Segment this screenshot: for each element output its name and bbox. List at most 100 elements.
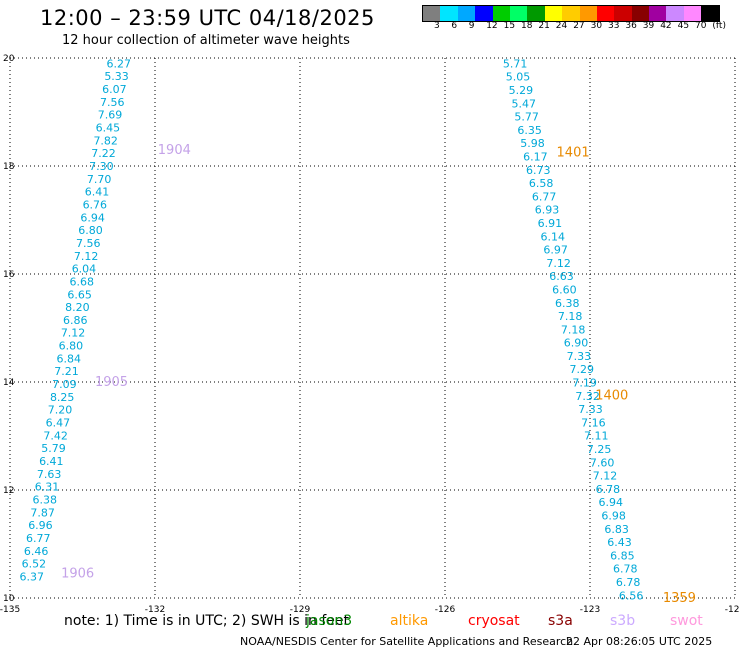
pass-time-label: 1905 — [95, 375, 128, 390]
x-tick-label: -129 — [290, 605, 311, 615]
altimeter-tracks: 6.275.336.077.567.696.457.827.227.307.70… — [20, 57, 644, 602]
wave-height-value: 6.45 — [96, 122, 121, 135]
wave-height-value: 7.12 — [61, 327, 86, 340]
wave-height-value: 6.76 — [83, 198, 108, 211]
colorbar-label: 27 — [573, 21, 585, 31]
wave-height-value: 7.22 — [91, 147, 116, 160]
pass-time-label: 1906 — [61, 567, 94, 582]
y-tick-label: 18 — [3, 162, 15, 172]
wave-height-value: 6.52 — [22, 558, 47, 571]
wave-height-value: 6.14 — [541, 230, 566, 243]
colorbar-swatch — [423, 6, 441, 21]
colorbar-swatch — [492, 6, 510, 21]
x-tick-label: -126 — [435, 605, 456, 615]
x-tick-label: -120 — [725, 605, 740, 615]
satellite-legend-jason3: jason3 — [306, 613, 353, 629]
colorbar-label: 45 — [677, 21, 690, 31]
wave-height-value: 7.12 — [74, 250, 99, 263]
wave-height-value: 6.80 — [78, 224, 103, 237]
wave-height-value: 7.87 — [30, 506, 55, 519]
wave-height-value: 6.77 — [26, 532, 51, 545]
axis-ticks: -135 -132 -129 -126 -123 -120 20 18 16 14 12 10 — [0, 54, 740, 615]
wave-height-value: 6.94 — [599, 496, 624, 509]
colorbar-label: 42 — [660, 21, 672, 31]
wave-height-value: 6.68 — [70, 275, 95, 288]
colorbar-swatch — [440, 6, 458, 21]
wave-height-value: 6.35 — [517, 124, 542, 137]
wave-height-value: 6.86 — [63, 314, 88, 327]
wave-height-value: 6.56 — [619, 589, 644, 602]
wave-height-value: 7.42 — [43, 429, 68, 442]
wave-height-value: 7.21 — [54, 365, 79, 378]
colorbar-swatch — [457, 6, 476, 21]
wave-height-value: 6.78 — [596, 483, 621, 496]
wave-height-value: 7.63 — [37, 468, 62, 481]
wave-height-value: 7.25 — [587, 443, 612, 456]
colorbar-label: 36 — [625, 21, 637, 31]
wave-height-value: 6.91 — [538, 217, 563, 230]
wave-height-value: 6.43 — [607, 536, 632, 549]
colorbar-swatch — [544, 6, 563, 21]
x-tick-label: -132 — [145, 605, 165, 615]
wave-height-value: 7.69 — [98, 109, 123, 122]
wave-height-value: 5.79 — [41, 442, 66, 455]
wave-height-value: 6.17 — [523, 150, 548, 163]
chart-title: 12:00 – 23:59 UTC 04/18/2025 — [40, 6, 375, 30]
wave-height-value: 6.31 — [35, 481, 60, 494]
colorbar-label: (ft) — [712, 21, 726, 31]
wave-height-value: 6.93 — [535, 204, 560, 217]
wave-height-value: 7.18 — [561, 323, 586, 336]
wave-height-value: 6.98 — [601, 510, 626, 523]
wave-height-value: 6.58 — [529, 177, 554, 190]
colorbar-label: 30 — [590, 21, 603, 31]
colorbar-swatch — [666, 6, 684, 21]
pass-time-label: 1400 — [595, 389, 628, 404]
wave-height-value: 7.32 — [575, 390, 600, 403]
satellite-legend-s3a: s3a — [548, 613, 573, 629]
wave-height-value: 5.47 — [512, 97, 537, 110]
colorbar-swatch — [579, 6, 597, 21]
wave-height-value: 6.46 — [24, 545, 49, 558]
colorbar-label: 33 — [608, 21, 620, 31]
wave-height-value: 7.70 — [87, 173, 112, 186]
colorbar-swatch — [631, 6, 650, 21]
x-tick-label: -123 — [580, 605, 600, 615]
colorbar-label: 18 — [521, 21, 533, 31]
wave-height-value: 6.78 — [613, 563, 638, 576]
wave-height-value: 6.37 — [20, 570, 45, 583]
wave-height-value: 6.84 — [56, 352, 81, 365]
wave-height-value: 6.77 — [532, 190, 557, 203]
colorbar-label: 3 — [434, 21, 440, 31]
wave-height-value: 7.60 — [590, 456, 615, 469]
wave-height-value: 7.12 — [546, 257, 571, 270]
y-tick-label: 20 — [3, 54, 15, 64]
generated-time: 22 Apr 08:26:05 UTC 2025 — [566, 635, 713, 648]
wave-height-value: 5.05 — [506, 71, 531, 84]
wave-height-value: 8.25 — [50, 391, 75, 404]
colorbar-labels: 3 6 9 12 15 18 21 24 27 30 33 36 39 42 45 70 (ft) — [422, 21, 740, 33]
wave-height-value: 8.20 — [65, 301, 90, 314]
wave-height-value: 7.09 — [52, 378, 77, 391]
wave-height-value: 6.38 — [555, 297, 580, 310]
colorbar-swatch — [701, 6, 719, 21]
y-tick-label: 16 — [3, 270, 15, 280]
wave-height-value: 6.60 — [552, 283, 577, 296]
wave-height-value: 7.16 — [581, 416, 606, 429]
wave-height-value: 7.20 — [48, 404, 73, 417]
colorbar-label: 9 — [468, 21, 475, 31]
wave-height-value: 6.41 — [85, 186, 110, 199]
x-tick-label: -135 — [0, 605, 20, 615]
wave-height-value: 6.04 — [72, 263, 97, 276]
wave-height-value: 7.56 — [76, 237, 101, 250]
grid — [9, 57, 736, 599]
colorbar-swatch — [596, 6, 615, 21]
wave-height-value: 6.78 — [616, 576, 641, 589]
wave-height-value: 6.07 — [102, 83, 127, 96]
wave-height-value: 6.27 — [107, 57, 132, 70]
wave-height-value: 6.47 — [46, 417, 71, 430]
wave-height-value: 7.82 — [93, 134, 118, 147]
satellite-legend-swot: swot — [670, 613, 703, 629]
footer: note: 1) Time is in UTC; 2) SWH is in fe… — [0, 610, 740, 650]
wave-height-value: 5.77 — [514, 111, 539, 124]
